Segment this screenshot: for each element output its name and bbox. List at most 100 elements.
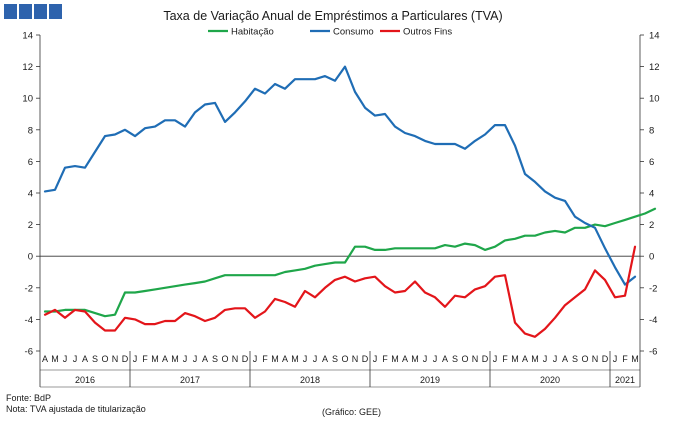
x-tick-label-month: D — [602, 354, 609, 364]
x-tick-label-month: A — [322, 354, 328, 364]
x-tick-label-month: S — [92, 354, 98, 364]
y-tick-label-right: 2 — [649, 220, 654, 231]
legend-label-outros-fins: Outros Fins — [403, 27, 452, 38]
y-tick-label-right: 10 — [649, 94, 660, 105]
x-tick-label-month: M — [151, 354, 159, 364]
y-tick-label-right: 4 — [649, 189, 654, 200]
y-tick-label-right: 14 — [649, 31, 660, 42]
logo-block — [19, 4, 32, 19]
x-year-label: 2020 — [540, 375, 560, 385]
x-tick-label-month: M — [531, 354, 539, 364]
x-tick-label-month: A — [282, 354, 288, 364]
x-tick-label-month: J — [73, 354, 78, 364]
x-tick-label-month: N — [232, 354, 239, 364]
x-tick-label-month: A — [82, 354, 88, 364]
x-tick-label-month: J — [373, 354, 378, 364]
x-tick-label-month: S — [332, 354, 338, 364]
x-tick-label-month: N — [112, 354, 119, 364]
y-tick-label-right: -2 — [649, 283, 657, 294]
y-tick-label-left: 10 — [22, 94, 33, 105]
x-tick-label-month: M — [631, 354, 639, 364]
x-tick-label-month: A — [522, 354, 528, 364]
y-tick-label-left: -6 — [25, 347, 33, 358]
x-tick-label-month: S — [452, 354, 458, 364]
x-tick-label-month: D — [122, 354, 129, 364]
x-tick-label-month: J — [133, 354, 138, 364]
x-tick-label-month: F — [262, 354, 268, 364]
x-tick-label-month: M — [271, 354, 279, 364]
x-tick-label-month: O — [461, 354, 468, 364]
y-tick-label-left: 2 — [28, 220, 33, 231]
gee-logo — [4, 4, 62, 19]
x-tick-label-month: D — [242, 354, 249, 364]
x-tick-label-month: F — [142, 354, 148, 364]
chart-legend: Habitação Consumo Outros Fins — [208, 27, 452, 38]
source-note: Fonte: BdP — [6, 393, 52, 403]
x-tick-label-month: A — [442, 354, 448, 364]
chart-axes: -6 -6 -4 -4 -2 -2 0 0 2 2 4 4 6 6 8 8 10 10 12 12 14 14 — [22, 31, 659, 358]
x-year-label: 2016 — [75, 375, 95, 385]
x-tick-label-month: J — [493, 354, 498, 364]
x-year-label: 2017 — [180, 375, 200, 385]
x-tick-label-month: J — [613, 354, 618, 364]
x-tick-label-month: A — [202, 354, 208, 364]
series-line-habitacao — [43, 207, 657, 318]
chart-credit: (Gráfico: GEE) — [322, 407, 382, 417]
x-tick-label-month: S — [212, 354, 218, 364]
series-line-outros-fins — [43, 245, 637, 338]
legend-label-habitacao: Habitação — [231, 27, 274, 38]
chart-title: Taxa de Variação Anual de Empréstimos a … — [163, 9, 502, 23]
x-tick-label-month: M — [391, 354, 399, 364]
x-tick-label-month: A — [162, 354, 168, 364]
x-tick-label-month: J — [303, 354, 308, 364]
x-tick-label-month: M — [291, 354, 299, 364]
x-year-label: 2021 — [615, 375, 635, 385]
series-line-consumo — [43, 65, 637, 286]
logo-block — [4, 4, 17, 19]
x-tick-label-month: D — [362, 354, 369, 364]
y-tick-label-left: 6 — [28, 157, 33, 168]
x-tick-label-month: M — [411, 354, 419, 364]
x-tick-label-month: M — [511, 354, 519, 364]
x-tick-label-month: O — [221, 354, 228, 364]
x-tick-label-month: O — [341, 354, 348, 364]
footnote-text: Nota: TVA ajustada de titularização — [6, 404, 146, 414]
x-year-label: 2019 — [420, 375, 440, 385]
x-tick-label-month: O — [581, 354, 588, 364]
x-tick-label-month: J — [543, 354, 548, 364]
x-tick-label-month: F — [502, 354, 508, 364]
y-tick-label-right: 8 — [649, 125, 654, 136]
y-tick-label-right: -6 — [649, 347, 657, 358]
y-tick-label-right: 0 — [649, 252, 654, 263]
y-tick-label-left: 12 — [22, 62, 33, 73]
x-tick-label-month: J — [253, 354, 258, 364]
x-tick-label-month: F — [622, 354, 628, 364]
y-tick-label-left: 0 — [28, 252, 33, 263]
logo-block — [34, 4, 47, 19]
x-tick-label-month: J — [313, 354, 318, 364]
x-tick-label-month: N — [592, 354, 599, 364]
y-tick-label-left: 8 — [28, 125, 33, 136]
x-tick-label-month: M — [171, 354, 179, 364]
x-tick-label-month: M — [51, 354, 59, 364]
y-tick-label-right: 12 — [649, 62, 660, 73]
y-tick-label-left: -2 — [25, 283, 33, 294]
x-tick-label-month: O — [101, 354, 108, 364]
x-year-label: 2018 — [300, 375, 320, 385]
y-tick-label-left: -4 — [25, 315, 33, 326]
x-tick-label-month: S — [572, 354, 578, 364]
x-tick-label-month: N — [352, 354, 359, 364]
x-tick-label-month: F — [382, 354, 388, 364]
chart-series — [43, 65, 657, 338]
x-tick-label-month: J — [433, 354, 438, 364]
y-tick-label-right: -4 — [649, 315, 657, 326]
x-tick-label-month: J — [63, 354, 68, 364]
x-tick-label-month: A — [402, 354, 408, 364]
y-tick-label-left: 4 — [28, 189, 33, 200]
y-tick-label-left: 14 — [22, 31, 33, 42]
x-tick-label-month: J — [193, 354, 198, 364]
x-tick-label-month: J — [423, 354, 428, 364]
logo-block — [49, 4, 62, 19]
